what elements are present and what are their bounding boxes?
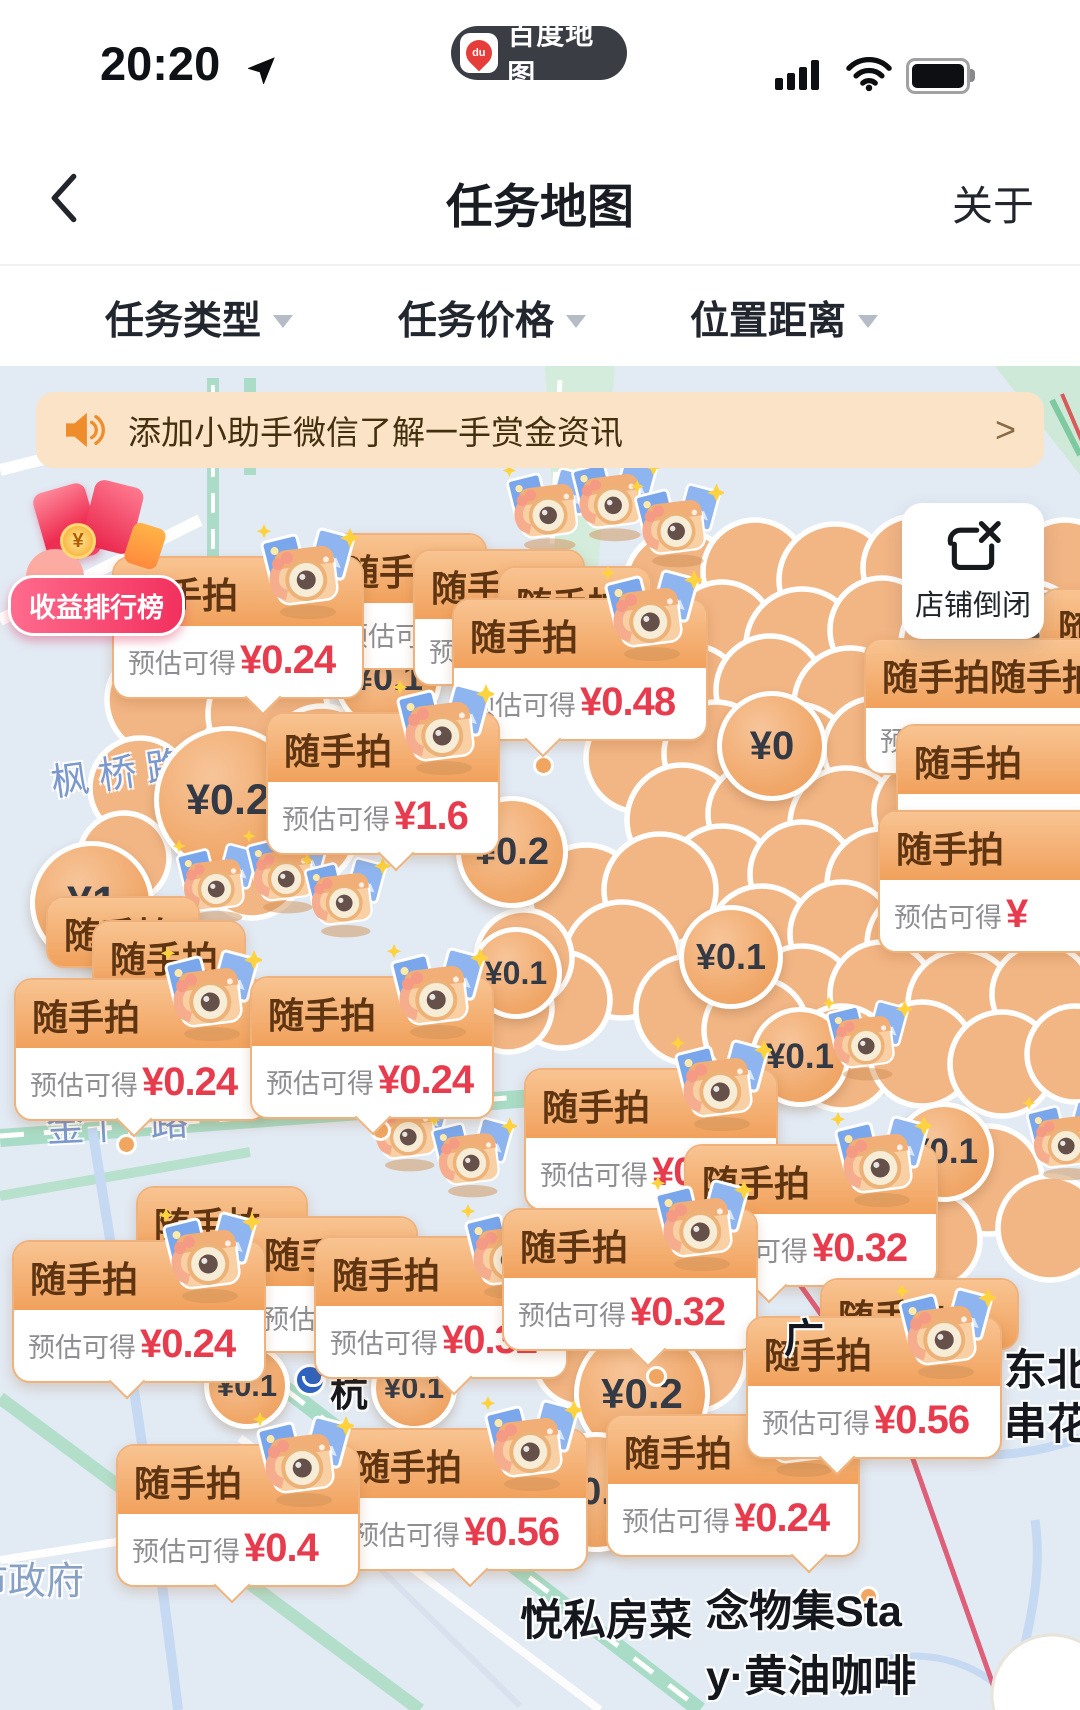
store-closed-card[interactable]: 店铺倒闭	[902, 503, 1044, 639]
estimate-prefix: 预估可得	[128, 649, 236, 679]
estimate-price: ¥0.24	[140, 1322, 236, 1366]
chevron-down-icon	[858, 314, 879, 328]
task-bubble[interactable]: 随手拍 预估可得 ¥1.6	[266, 712, 500, 872]
filter-task-price[interactable]: 任务价格	[398, 290, 587, 346]
anchor-dot	[116, 1134, 137, 1155]
chevron-right-icon[interactable]: >	[994, 409, 1016, 450]
earnings-leaderboard-badge[interactable]: ¥ 收益排行榜	[8, 477, 185, 636]
task-bubble-title: 随手拍	[880, 812, 1080, 880]
anchor-dot	[858, 1586, 879, 1607]
camera-illustration-icon	[425, 1112, 517, 1200]
camera-illustration-icon	[820, 995, 912, 1083]
camera-illustration-icon	[1020, 1095, 1080, 1183]
app-name: 百度地图	[507, 19, 595, 90]
task-bubble[interactable]: 随手拍 预估可得¥0.24	[250, 976, 494, 1136]
back-icon[interactable]	[44, 170, 84, 226]
about-button[interactable]: 关于	[952, 183, 1034, 229]
chevron-down-icon	[273, 314, 294, 328]
task-bubble-title: 随手拍	[268, 714, 498, 782]
status-time: 20:20	[100, 37, 221, 90]
battery-icon	[906, 58, 975, 94]
filter-bar: 任务类型 任务价格 位置距离	[0, 266, 1080, 366]
task-bubble-title: 随手拍	[118, 1446, 358, 1514]
estimate-price: ¥0.4	[244, 1526, 319, 1570]
task-bubble[interactable]: 随手拍 预估可得¥0.24	[12, 1240, 266, 1400]
poi-label: 悦私房菜	[520, 1597, 692, 1645]
store-closed-icon	[942, 518, 1004, 574]
estimate-prefix: 预估可得	[30, 1071, 138, 1101]
estimate-prefix: 预估可得	[762, 1409, 870, 1439]
price-marker[interactable]: ¥0.1	[679, 905, 783, 1009]
poi-label-partial: 杭	[330, 1373, 369, 1415]
page-title: 任务地图	[446, 180, 634, 233]
assistant-banner[interactable]: 添加小助手微信了解一手赏金资讯 >	[36, 392, 1044, 468]
chevron-down-icon	[566, 314, 587, 328]
task-bubble[interactable]: 随手拍 预估可得¥	[878, 810, 1080, 953]
estimate-prefix: 预估可得	[266, 1069, 374, 1099]
estimate-price: ¥0.24	[142, 1060, 238, 1104]
price-marker[interactable]: ¥0	[717, 691, 827, 801]
task-bubble-title: 随手拍	[686, 1146, 936, 1214]
estimate-price: ¥0.24	[240, 638, 336, 682]
task-bubble-title: 随手拍	[338, 1430, 586, 1498]
speaker-icon	[64, 411, 106, 449]
task-bubble[interactable]: 随手拍 预估可得¥0.24	[14, 978, 268, 1138]
task-bubble-title: 随手拍	[898, 726, 1080, 794]
status-bar: 20:20 du 百度地图	[0, 0, 1080, 130]
estimate-prefix: 预估可得	[894, 903, 1002, 933]
poi-label: 东北	[1004, 1347, 1080, 1395]
metro-station-icon	[294, 1364, 326, 1396]
task-bubble-title: 随手拍	[16, 980, 266, 1048]
task-bubble[interactable]: 随手拍 预估可得¥0.32	[502, 1208, 758, 1368]
poi-label: 串花	[1004, 1401, 1080, 1449]
estimate-price: ¥0.24	[734, 1496, 830, 1540]
camera-illustration-icon	[628, 478, 724, 570]
store-closed-label: 店铺倒闭	[914, 590, 1031, 622]
estimate-price: ¥	[1006, 892, 1028, 936]
baidu-maps-logo: du	[460, 33, 499, 73]
anchor-dot	[533, 755, 554, 776]
task-bubble-title: 随手拍	[14, 1242, 264, 1310]
estimate-price: ¥0.56	[464, 1510, 560, 1554]
estimate-prefix: 预估可得	[28, 1333, 136, 1363]
estimate-prefix: 预估可得	[282, 805, 390, 835]
poi-label: 念物集Stay·黄油咖啡	[706, 1588, 917, 1701]
poi-label: 广	[784, 1317, 824, 1361]
anchor-dot	[646, 1366, 667, 1387]
estimate-prefix: 预估	[262, 1305, 316, 1335]
cellular-signal-icon	[775, 60, 819, 90]
road-label: 市政府	[0, 1561, 85, 1603]
estimate-prefix: 预估可得	[540, 1161, 648, 1191]
estimate-prefix: 预估可得	[622, 1507, 730, 1537]
coin-icon: ¥	[60, 523, 96, 559]
task-bubble-title: 随手拍	[504, 1210, 756, 1278]
location-arrow-icon	[248, 57, 275, 84]
estimate-price: ¥0.48	[580, 680, 676, 724]
task-bubble-title: 随手拍	[252, 978, 492, 1046]
estimate-price: ¥0.32	[630, 1290, 726, 1334]
task-bubble-title: 随手拍	[454, 600, 706, 668]
filter-task-type[interactable]: 任务类型	[105, 290, 294, 346]
wifi-icon	[846, 55, 892, 93]
camera-illustration-icon	[298, 852, 390, 940]
task-bubble[interactable]: 随手拍 预估可得 ¥0.56	[336, 1428, 588, 1588]
nav-bar: 任务地图 关于	[0, 130, 1080, 266]
estimate-price: ¥0.32	[812, 1226, 908, 1270]
task-bubble[interactable]: 随手拍 预估可得 ¥0.4	[116, 1444, 360, 1604]
task-bubble-title: 随手拍	[526, 1070, 776, 1138]
leaderboard-pill[interactable]: 收益排行榜	[8, 575, 185, 636]
app-badge[interactable]: du 百度地图	[451, 19, 627, 90]
estimate-price: ¥0.24	[378, 1058, 474, 1102]
estimate-prefix: 预估可得	[352, 1521, 460, 1551]
filter-distance[interactable]: 位置距离	[690, 290, 879, 346]
estimate-prefix: 预估可得	[518, 1301, 626, 1331]
estimate-price: ¥1.6	[394, 794, 469, 838]
estimate-prefix: 预估可得	[330, 1329, 438, 1359]
banner-text: 添加小助手微信了解一手赏金资讯	[128, 414, 623, 451]
estimate-prefix: 预估可得	[132, 1537, 240, 1567]
estimate-price: ¥0.56	[874, 1398, 970, 1442]
